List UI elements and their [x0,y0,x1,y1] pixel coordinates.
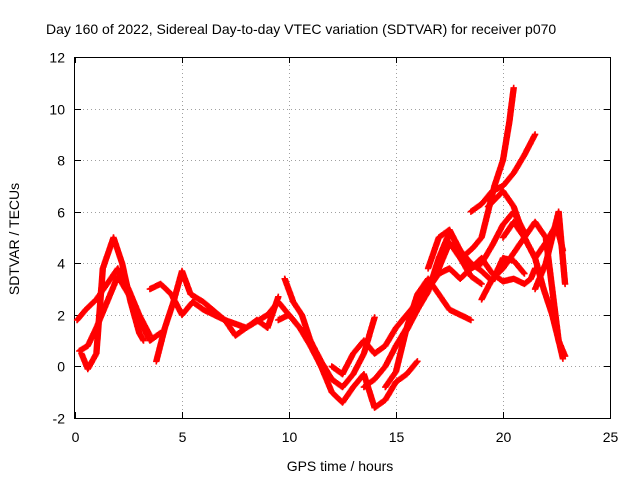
y-tick-label: 12 [49,50,65,66]
x-axis-label: GPS time / hours [287,458,394,474]
y-axis-label: SDTVAR / TECUs [6,183,22,295]
series-arc-14 [467,131,539,215]
x-tick-label: 0 [72,429,80,445]
chart-title: Day 160 of 2022, Sidereal Day-to-day VTE… [46,21,556,37]
x-tick-label: 5 [179,429,187,445]
plot-frame [74,57,611,419]
x-tick-label: 10 [282,429,298,445]
series-arc-9 [360,254,539,391]
series-arc-2 [76,273,164,355]
y-tick-label: 0 [57,359,65,375]
x-tick-label: 15 [389,429,405,445]
x-tick-label: 20 [496,429,512,445]
series-arc-18 [531,208,569,293]
series-arc-3 [78,234,147,373]
series-arc-5 [153,267,282,365]
y-tick-label: 2 [57,308,65,324]
series-arc-17 [499,218,569,360]
grid-lines [75,57,610,418]
y-tick-label: 10 [49,102,65,118]
axis-ticks: 0 5 10 15 20 25 -2 0 2 4 6 8 10 12 [49,50,618,446]
series-arc-7 [275,311,421,411]
y-tick-label: -2 [53,411,66,427]
x-tick-label: 25 [603,429,619,445]
series-layer [73,84,569,411]
y-tick-label: 6 [57,205,65,221]
y-tick-label: 8 [57,153,65,169]
series-arc-8 [328,239,485,378]
y-tick-label: 4 [57,256,65,272]
